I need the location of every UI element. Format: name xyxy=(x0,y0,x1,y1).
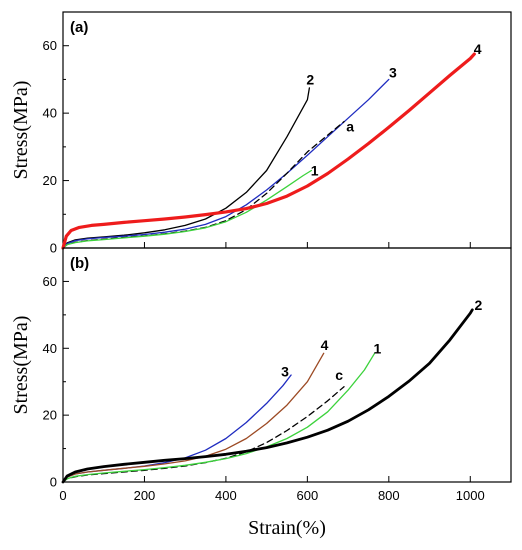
curve-2 xyxy=(61,308,474,484)
curve-label-c: c xyxy=(335,367,343,383)
curve-label-3: 3 xyxy=(281,364,289,380)
y-tick-label: 20 xyxy=(43,173,57,188)
y-tick-label: 60 xyxy=(43,38,57,53)
y-tick-label: 60 xyxy=(43,274,57,289)
curve-label-2: 2 xyxy=(306,71,314,87)
curve-4 xyxy=(62,352,325,483)
curve-label-1: 1 xyxy=(311,162,319,178)
y-tick-label: 40 xyxy=(43,341,57,356)
x-tick-label: 0 xyxy=(59,488,66,503)
curve-label-2: 2 xyxy=(475,297,483,313)
curve-1 xyxy=(62,352,376,483)
curve-1 xyxy=(62,169,313,249)
panel-label: (a) xyxy=(70,19,88,36)
y-tick-label: 20 xyxy=(43,408,57,423)
plot-frame-1 xyxy=(62,11,512,249)
y-tick-label: 0 xyxy=(50,475,57,490)
x-tick-label: 400 xyxy=(215,488,237,503)
x-tick-label: 1000 xyxy=(456,488,485,503)
x-tick-label: 200 xyxy=(134,488,156,503)
curve-label-3: 3 xyxy=(389,65,397,81)
curve-label-4: 4 xyxy=(321,337,329,353)
plot-frame-2 xyxy=(62,247,512,483)
curve-label-a: a xyxy=(346,119,354,135)
y-axis-label: Stress(MPa) xyxy=(10,81,32,180)
panel-label: (b) xyxy=(70,255,89,272)
y-tick-label: 0 xyxy=(50,241,57,256)
curve-label-4: 4 xyxy=(474,41,482,57)
curve-a xyxy=(62,120,345,249)
x-tick-label: 800 xyxy=(378,488,400,503)
y-axis-label: Stress(MPa) xyxy=(10,316,32,415)
curve-3 xyxy=(62,78,390,249)
curve-2 xyxy=(62,87,311,249)
curve-4 xyxy=(61,52,476,250)
x-axis-label: Strain(%) xyxy=(248,517,326,539)
x-tick-label: 600 xyxy=(297,488,319,503)
curve-label-1: 1 xyxy=(374,340,382,356)
y-tick-label: 40 xyxy=(43,106,57,121)
